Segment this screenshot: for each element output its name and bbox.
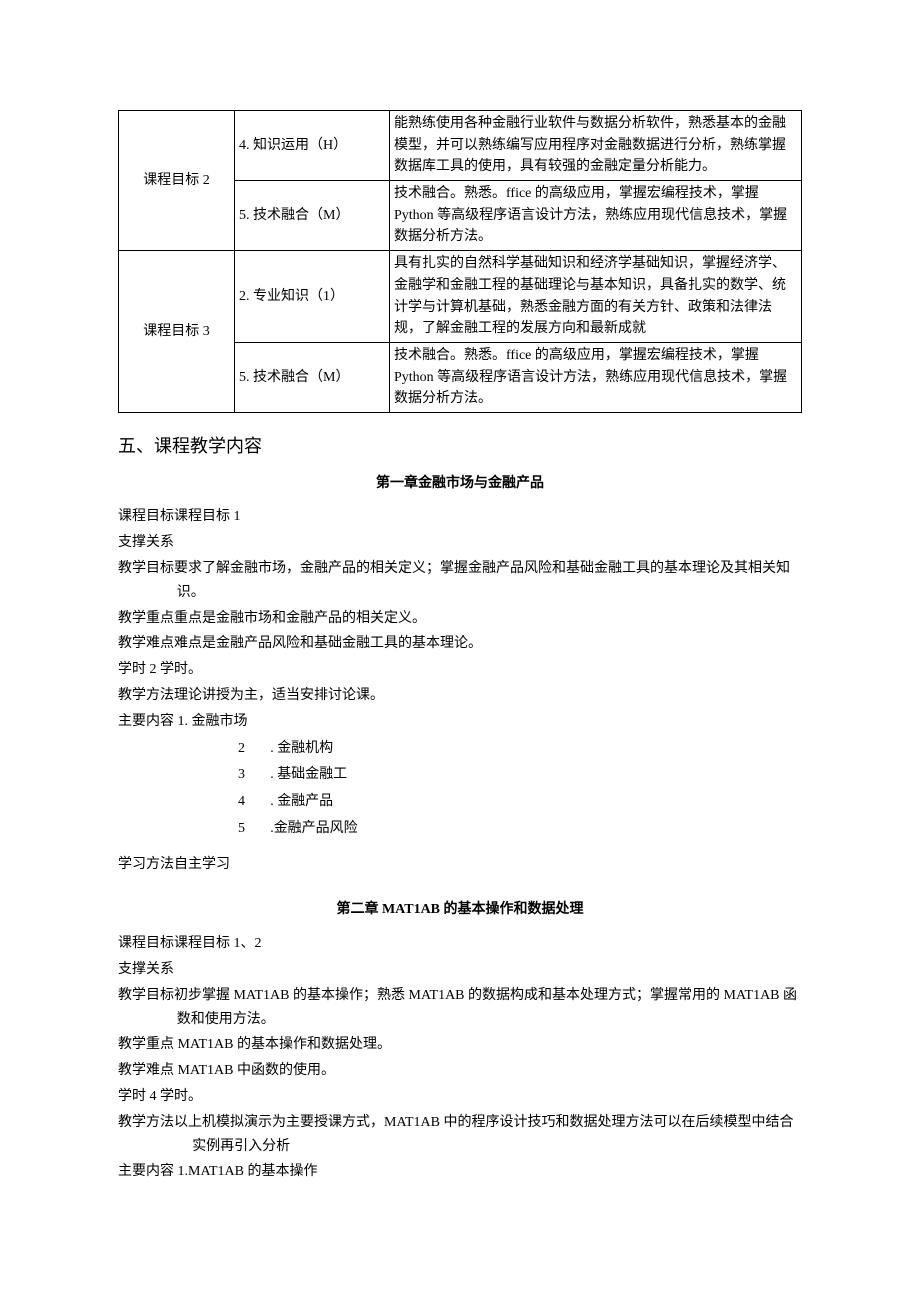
ch1-goal: 课程目标课程目标 1 [118, 505, 802, 529]
ch2-focus: 教学重点 MAT1AB 的基本操作和数据处理。 [118, 1033, 802, 1057]
cell-requirement: 5. 技术融合（M） [235, 181, 390, 251]
ch2-method-text: 以上机模拟演示为主要授课方式，MAT1AB 中的程序设计技巧和数据处理方法可以在… [174, 1115, 794, 1154]
ch1-content-first: 主要内容 1. 金融市场 [118, 710, 802, 734]
cell-description: 能熟练使用各种金融行业软件与数据分析软件，熟悉基本的金融模型，并可以熟练编写应用… [390, 111, 802, 181]
ch1-study-method: 学习方法自主学习 [118, 853, 802, 877]
chapter-2-title: 第二章 MAT1AB 的基本操作和数据处理 [118, 898, 802, 922]
ch2-support: 支撑关系 [118, 958, 802, 982]
ch1-focus: 教学重点重点是金融市场和金融产品的相关定义。 [118, 607, 802, 631]
ch1-objective: 教学目标要求了解金融市场，金融产品的相关定义；掌握金融产品风险和基础金融工具的基… [118, 557, 802, 605]
table-row: 课程目标 32. 专业知识（1）具有扎实的自然科学基础知识和经济学基础知识，掌握… [119, 251, 802, 343]
list-item: 5.金融产品风险 [238, 817, 802, 841]
ch2-method: 教学方法以上机模拟演示为主要授课方式，MAT1AB 中的程序设计技巧和数据处理方… [118, 1111, 802, 1159]
chapter-1-title: 第一章金融市场与金融产品 [118, 472, 802, 496]
cell-description: 具有扎实的自然科学基础知识和经济学基础知识，掌握经济学、金融学和金融工程的基础理… [390, 251, 802, 343]
ch1-method: 教学方法理论讲授为主，适当安排讨论课。 [118, 684, 802, 708]
cell-requirement: 5. 技术融合（M） [235, 342, 390, 412]
cell-description: 技术融合。熟悉。ffice 的高级应用，掌握宏编程技术，掌握 Python 等高… [390, 342, 802, 412]
ch1-hours: 学时 2 学时。 [118, 658, 802, 682]
ch1-content-list: 2. 金融机构3. 基础金融工 4. 金融产品 5.金融产品风险 [238, 737, 802, 841]
ch2-objective-text: 初步掌握 MAT1AB 的基本操作；熟悉 MAT1AB 的数据构成和基本处理方式… [174, 988, 797, 1027]
ch1-difficulty: 教学难点难点是金融产品风险和基础金融工具的基本理论。 [118, 632, 802, 656]
section-5-title: 五、课程教学内容 [118, 431, 802, 462]
ch2-content-first: 主要内容 1.MAT1AB 的基本操作 [118, 1160, 802, 1184]
table-row: 课程目标 24. 知识运用（H）能熟练使用各种金融行业软件与数据分析软件，熟悉基… [119, 111, 802, 181]
ch2-goal: 课程目标课程目标 1、2 [118, 932, 802, 956]
cell-goal: 课程目标 2 [119, 111, 235, 251]
goal-requirement-table: 课程目标 24. 知识运用（H）能熟练使用各种金融行业软件与数据分析软件，熟悉基… [118, 110, 802, 413]
cell-requirement: 2. 专业知识（1） [235, 251, 390, 343]
ch1-support: 支撑关系 [118, 531, 802, 555]
ch2-difficulty: 教学难点 MAT1AB 中函数的使用。 [118, 1059, 802, 1083]
list-item: 3. 基础金融工 [238, 763, 802, 787]
list-item: 2. 金融机构 [238, 737, 802, 761]
cell-description: 技术融合。熟悉。ffice 的高级应用，掌握宏编程技术，掌握 Python 等高… [390, 181, 802, 251]
ch2-hours: 学时 4 学时。 [118, 1085, 802, 1109]
ch1-objective-text: 要求了解金融市场，金融产品的相关定义；掌握金融产品风险和基础金融工具的基本理论及… [174, 561, 790, 600]
ch2-objective-label: 教学目标 [118, 988, 174, 1003]
ch2-method-label: 教学方法 [118, 1115, 174, 1130]
ch2-objective: 教学目标初步掌握 MAT1AB 的基本操作；熟悉 MAT1AB 的数据构成和基本… [118, 984, 802, 1032]
ch1-objective-label: 教学目标 [118, 561, 174, 576]
cell-requirement: 4. 知识运用（H） [235, 111, 390, 181]
list-item: 4. 金融产品 [238, 790, 802, 814]
cell-goal: 课程目标 3 [119, 251, 235, 413]
